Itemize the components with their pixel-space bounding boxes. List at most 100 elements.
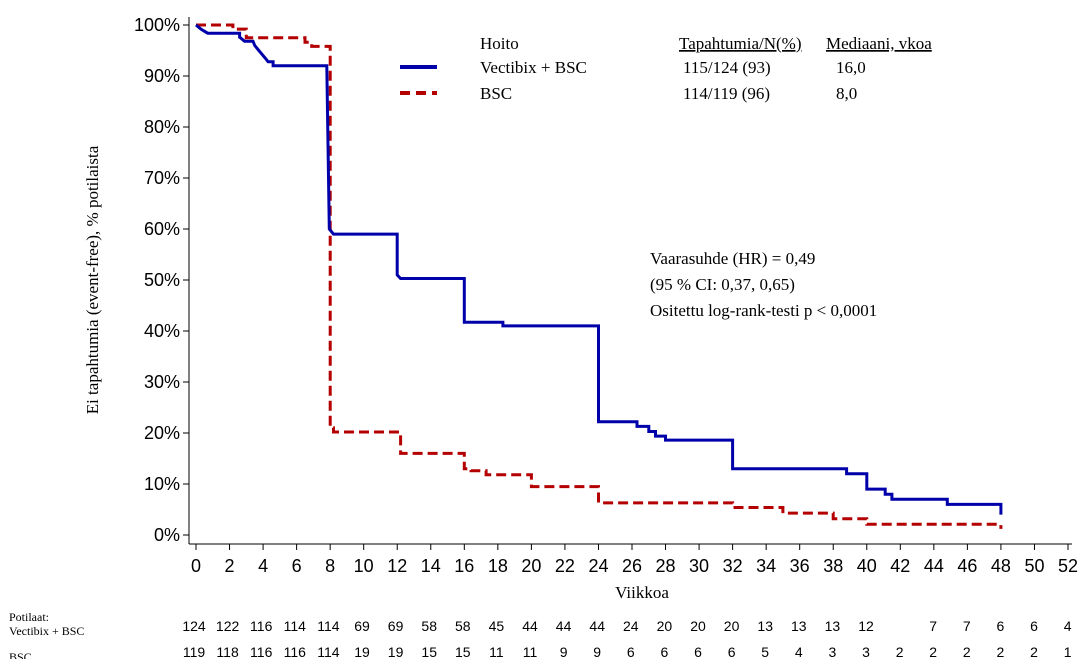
x-tick-label: 30 (689, 556, 709, 576)
x-tick-label: 20 (521, 556, 541, 576)
at-risk-value: 114 (284, 618, 307, 634)
at-risk-value: 45 (489, 618, 505, 634)
x-tick-label: 40 (857, 556, 877, 576)
x-tick-label: 34 (756, 556, 776, 576)
y-tick-label: 100% (134, 15, 180, 35)
x-tick-label: 12 (387, 556, 407, 576)
legend: Hoito Tapahtumia/N(%) Mediaani, vkoa Vectib… (400, 34, 932, 103)
legend-series-name: Vectibix + BSC (480, 58, 587, 77)
at-risk-value: 4 (795, 644, 803, 659)
x-tick-label: 4 (258, 556, 268, 576)
at-risk-value: 69 (388, 618, 404, 634)
at-risk-value: 2 (1030, 644, 1038, 659)
x-tick-label: 38 (823, 556, 843, 576)
at-risk-value: 2 (896, 644, 904, 659)
at-risk-value: 58 (455, 618, 471, 634)
y-tick-label: 60% (144, 219, 180, 239)
at-risk-value: 58 (421, 618, 437, 634)
x-tick-label: 52 (1058, 556, 1078, 576)
x-tick-label: 50 (1024, 556, 1044, 576)
at-risk-value: 15 (455, 644, 471, 659)
at-risk-value: 1 (1064, 644, 1072, 659)
at-risk-value: 3 (862, 644, 870, 659)
y-tick-label: 90% (144, 66, 180, 86)
x-tick-label: 44 (924, 556, 944, 576)
at-risk-value: 119 (183, 644, 206, 659)
at-risk-value: 24 (623, 618, 639, 634)
y-tick-label: 0% (154, 525, 180, 545)
legend-median-value: 16,0 (836, 58, 866, 77)
at-risk-value: 6 (627, 644, 635, 659)
annotation-line: Ositettu log-rank-testi p < 0,0001 (650, 301, 877, 320)
y-tick-label: 70% (144, 168, 180, 188)
at-risk-value: 6 (728, 644, 736, 659)
x-tick-label: 14 (421, 556, 441, 576)
at-risk-value: 118 (216, 644, 239, 659)
at-risk-value: 5 (761, 644, 769, 659)
x-axis-label: Viikkoa (615, 583, 669, 602)
at-risk-value: 69 (354, 618, 370, 634)
at-risk-value: 44 (589, 618, 605, 634)
x-tick-label: 24 (588, 556, 608, 576)
axes: 0%10%20%30%40%50%60%70%80%90%100%0 2 4 6 8 10… (83, 15, 1078, 602)
at-risk-value: 122 (216, 618, 240, 634)
x-tick-label: 46 (957, 556, 977, 576)
at-risk-value: 15 (421, 644, 437, 659)
at-risk-value: 13 (757, 618, 773, 634)
annotation-line: (95 % CI: 0,37, 0,65) (650, 275, 795, 294)
x-tick-label: 0 (191, 556, 201, 576)
y-tick-label: 50% (144, 270, 180, 290)
x-tick-label: 16 (454, 556, 474, 576)
series-line-vectibix-bsc (195, 23, 1003, 515)
x-tick-label: 2 (225, 556, 235, 576)
y-tick-label: 30% (144, 372, 180, 392)
annotation-line: Vaarasuhde (HR) = 0,49 (650, 249, 815, 268)
x-tick-label: 18 (488, 556, 508, 576)
at-risk-value: 124 (182, 618, 206, 634)
at-risk-value: 13 (825, 618, 841, 634)
at-risk-value: 2 (929, 644, 937, 659)
at-risk-value: 116 (250, 644, 273, 659)
at-risk-value: 9 (560, 644, 568, 659)
at-risk-value: 7 (929, 618, 937, 634)
at-risk-value: 4 (1064, 618, 1072, 634)
x-tick-label: 48 (991, 556, 1011, 576)
at-risk-value: 19 (354, 644, 370, 659)
x-tick-label: 26 (622, 556, 642, 576)
at-risk-value: 11 (489, 644, 504, 659)
series-layer (195, 23, 1003, 529)
at-risk-value: 2 (997, 644, 1005, 659)
at-risk-value: 114 (317, 644, 340, 659)
legend-events-value: 114/119 (96) (683, 84, 770, 103)
x-tick-label: 6 (292, 556, 302, 576)
at-risk-value: 12 (858, 618, 874, 634)
at-risk-value: 6 (1030, 618, 1038, 634)
at-risk-value: 11 (523, 644, 538, 659)
at-risk-value: 6 (694, 644, 702, 659)
at-risk-value: 114 (317, 618, 340, 634)
at-risk-value: 20 (657, 618, 673, 634)
at-risk-value: 2 (963, 644, 971, 659)
at-risk-table: Potilaat:Vectibix + BSC 124 122 116 114 114 69… (9, 610, 1072, 659)
at-risk-row-label: Vectibix + BSC (9, 624, 84, 638)
hazard-ratio-annotation: Vaarasuhde (HR) = 0,49 (95 % CI: 0,37, 0,… (650, 249, 877, 320)
at-risk-value: 13 (791, 618, 807, 634)
at-risk-value: 44 (556, 618, 572, 634)
x-tick-label: 36 (790, 556, 810, 576)
at-risk-value: 9 (593, 644, 601, 659)
x-tick-label: 8 (325, 556, 335, 576)
at-risk-value: 6 (997, 618, 1005, 634)
x-tick-label: 22 (555, 556, 575, 576)
at-risk-title: Potilaat: (9, 610, 49, 624)
x-tick-label: 32 (723, 556, 743, 576)
at-risk-value: 6 (661, 644, 669, 659)
legend-series-name: BSC (480, 84, 512, 103)
at-risk-value: 20 (690, 618, 706, 634)
legend-median-value: 8,0 (836, 84, 857, 103)
y-tick-label: 10% (144, 474, 180, 494)
legend-events-value: 115/124 (93) (683, 58, 771, 77)
at-risk-value: 116 (250, 618, 273, 634)
at-risk-value: 3 (829, 644, 837, 659)
legend-header-median: Mediaani, vkoa (826, 34, 932, 53)
